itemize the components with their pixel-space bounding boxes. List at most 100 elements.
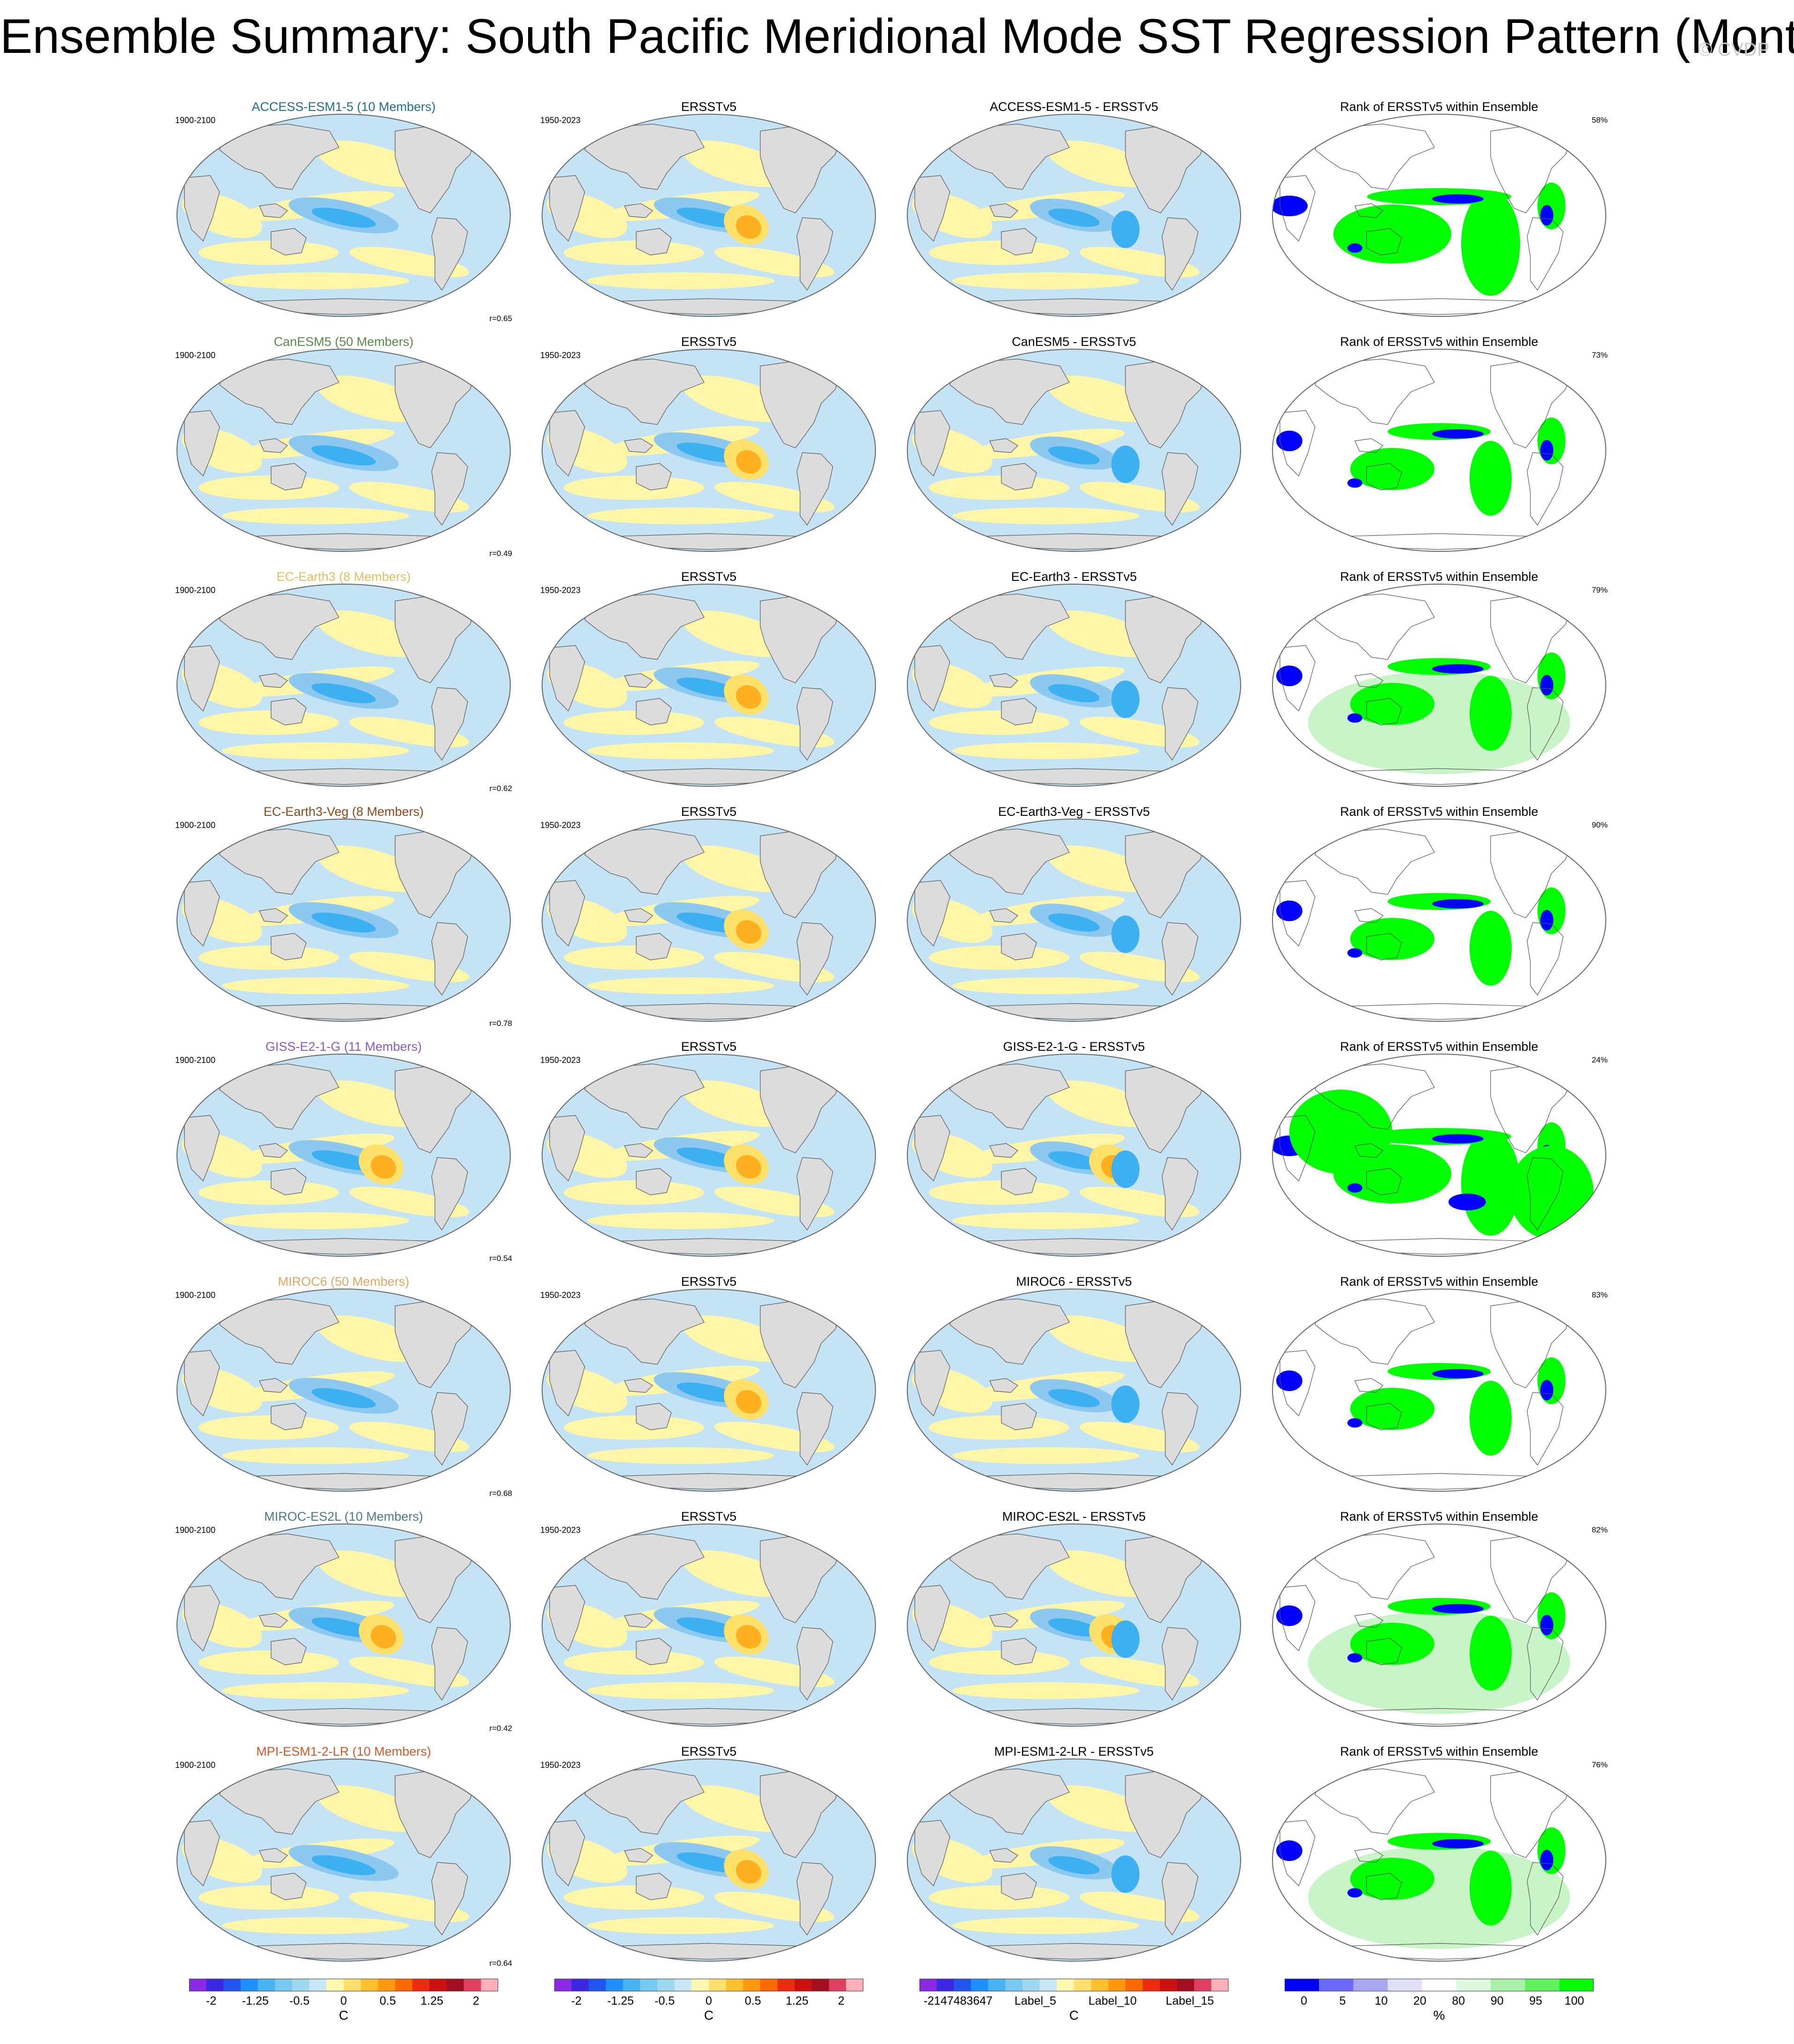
asia-landmass — [949, 1533, 1070, 1600]
africa-landmass — [184, 175, 220, 242]
colorbar-swatch — [743, 1979, 761, 1991]
south-america-landmass — [431, 452, 468, 526]
greenland-landmass — [1205, 824, 1234, 846]
rank-percent-label: 90% — [1591, 821, 1608, 829]
colorbar-unit-label: C — [338, 2008, 349, 2022]
colorbar-swatch — [554, 1979, 572, 1991]
colorbar-swatch — [1211, 1979, 1228, 1991]
cvdp-watermark: © CVDP — [1698, 39, 1770, 60]
south-america-landmass — [796, 1392, 833, 1466]
pattern-correlation-label: r=0.49 — [489, 549, 512, 558]
pattern-correlation-label: r=0.78 — [489, 1019, 512, 1028]
antarctica-landmass — [596, 1238, 822, 1255]
warm-anomaly-band — [952, 742, 1140, 759]
warm-anomaly-band — [564, 945, 704, 970]
colorbar-swatch — [1525, 1979, 1560, 1991]
rank-bottom-region — [1432, 1604, 1484, 1613]
asia-landmass — [584, 1298, 705, 1365]
colorbar-swatch — [936, 1979, 954, 1991]
warm-anomaly-band — [929, 1180, 1069, 1205]
australia-landmass — [271, 228, 307, 256]
south-america-landmass — [1162, 922, 1198, 996]
colorbar-swatch — [344, 1979, 361, 1991]
map-area — [175, 1052, 512, 1258]
rank-top-region — [1350, 683, 1434, 725]
cool-difference-core — [1111, 211, 1140, 248]
cool-anomaly-core — [1048, 446, 1100, 465]
map-outline — [542, 1289, 876, 1492]
australia-landmass — [1366, 1403, 1402, 1430]
asia-landmass — [584, 359, 705, 425]
map-outline — [542, 1758, 876, 1962]
warm-anomaly-band — [1047, 140, 1157, 187]
africa-landmass — [184, 1585, 220, 1652]
map-area — [905, 817, 1243, 1023]
difference-panel-title: MIROC-ES2L - ERSSTv5 — [1002, 1509, 1146, 1524]
south-america-landmass — [796, 452, 833, 526]
africa-landmass — [914, 880, 950, 947]
rank-panel: Rank of ERSSTv5 within Ensemble 24% — [1271, 1039, 1608, 1267]
rank-panel-title: Rank of ERSSTv5 within Ensemble — [1340, 1509, 1538, 1524]
australia-landmass — [271, 463, 307, 491]
antarctica-landmass — [596, 1943, 822, 1960]
map-area — [175, 1522, 512, 1728]
asia-landmass — [1315, 124, 1435, 190]
rank-bottom-region — [1347, 478, 1362, 488]
warm-anomaly-core — [735, 1155, 762, 1179]
maritime-continent-landmass — [1354, 1848, 1383, 1863]
warm-anomaly-band — [317, 845, 426, 892]
south-america-landmass — [431, 217, 468, 291]
map-area — [540, 817, 877, 1023]
warm-anomaly-band — [199, 1180, 339, 1205]
asia-landmass — [949, 124, 1070, 190]
south-america-landmass — [1527, 1627, 1564, 1701]
model-period-label: 1900-2100 — [175, 351, 216, 360]
rank-bottom-region — [1347, 1418, 1362, 1428]
map-outline — [1272, 1054, 1606, 1257]
rank-panel-title: Rank of ERSSTv5 within Ensemble — [1340, 570, 1538, 584]
warm-anomaly-band — [929, 476, 1069, 500]
colorbar-swatch — [257, 1979, 275, 1991]
warm-anomaly-band — [222, 1447, 409, 1464]
colorbar-swatch — [794, 1979, 812, 1991]
africa-landmass — [549, 1820, 585, 1887]
australia-landmass — [1001, 463, 1037, 491]
greenland-landmass — [1205, 119, 1234, 141]
warm-anomaly-band — [222, 507, 409, 524]
warm-anomaly-band — [317, 1785, 426, 1832]
obs-panel: ERSSTv5 1950-2023 — [540, 1039, 877, 1267]
cool-anomaly-core — [311, 207, 376, 228]
map-outline — [176, 349, 511, 552]
antarctica-landmass — [231, 1238, 456, 1255]
south-america-landmass — [1162, 1862, 1198, 1936]
maritime-continent-landmass — [989, 203, 1018, 218]
colorbar-swatch — [623, 1979, 640, 1991]
colorbar-swatch — [1456, 1979, 1491, 1991]
cool-anomaly-core — [1048, 684, 1100, 703]
australia-landmass — [1001, 1168, 1037, 1195]
obs-period-label: 1950-2023 — [540, 1290, 581, 1300]
difference-panel: EC-Earth3 - ERSSTv5 — [905, 569, 1243, 798]
rank-bottom-region — [1347, 1183, 1362, 1193]
cool-difference-core — [1111, 916, 1140, 953]
difference-panel: MIROC-ES2L - ERSSTv5 — [905, 1509, 1243, 1737]
maritime-continent-landmass — [624, 1613, 653, 1628]
model-panel-title: ACCESS-ESM1-5 (10 Members) — [251, 100, 436, 114]
map-area — [905, 1287, 1243, 1493]
colorbar-swatch — [1422, 1979, 1457, 1991]
africa-landmass — [1279, 1115, 1316, 1182]
rank-bottom-region — [1432, 429, 1484, 439]
warm-anomaly-band — [317, 1080, 426, 1127]
cool-difference-core — [1111, 1150, 1140, 1188]
colorbar-frame — [189, 1978, 498, 1992]
maritime-continent-landmass — [259, 1378, 288, 1393]
rank-bottom-region — [1432, 1369, 1484, 1378]
australia-landmass — [1366, 698, 1402, 725]
model-panel: ACCESS-ESM1-5 (10 Members) 1900-2100 r=0.6… — [175, 99, 512, 328]
colorbar-swatch — [206, 1979, 224, 1991]
australia-landmass — [1001, 933, 1037, 960]
greenland-landmass — [1205, 354, 1234, 376]
cool-anomaly-core — [311, 445, 376, 466]
map-area — [1271, 1287, 1608, 1493]
model-period-label: 1900-2100 — [175, 116, 216, 125]
